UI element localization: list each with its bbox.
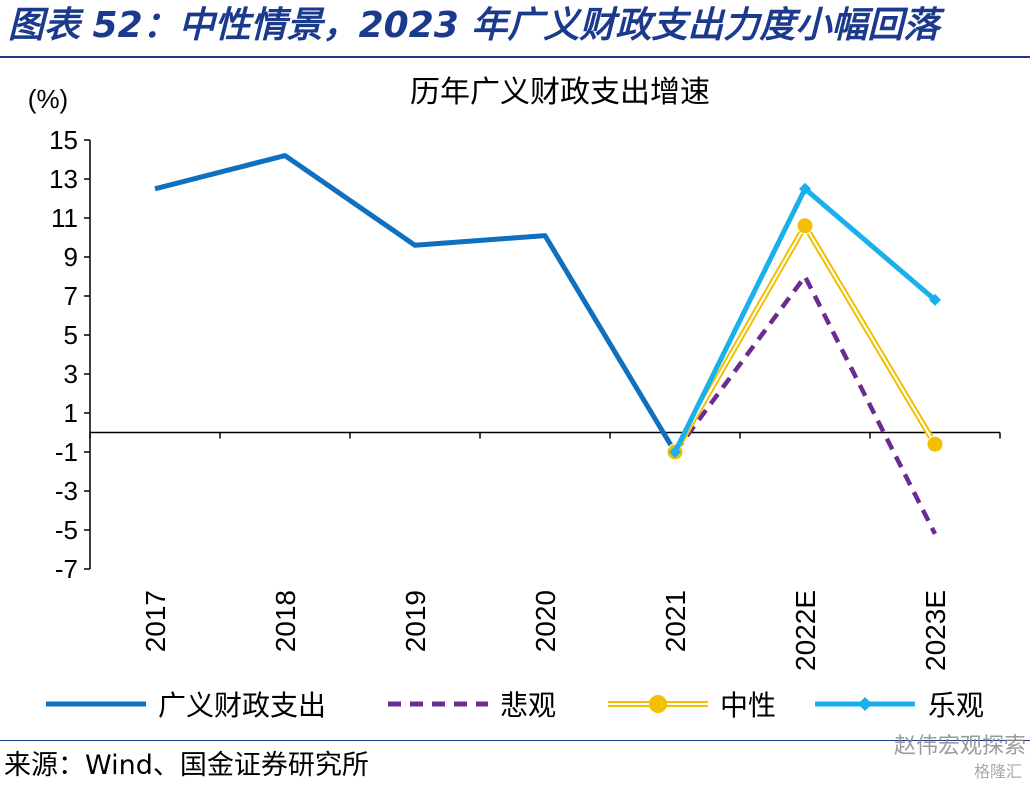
y-tick-label: 15 [49, 125, 78, 155]
series-line-pessimistic [673, 272, 938, 535]
legend-marker [858, 697, 872, 711]
x-tick-label: 2023E [920, 590, 951, 671]
series-line-actual [154, 153, 678, 454]
y-tick-label: 11 [51, 203, 78, 233]
legend-label: 广义财政支出 [158, 689, 326, 722]
data-point-optimistic [799, 182, 811, 195]
data-point-optimistic [669, 446, 681, 458]
x-axis: 2017 2018 2019 2020 2021 2022E 2023E [89, 431, 1001, 671]
y-tick-label: 1 [64, 398, 78, 428]
chart-title: 历年广义财政支出增速 [410, 75, 710, 110]
data-point-optimistic [929, 293, 941, 306]
legend-label: 乐观 [928, 689, 984, 722]
y-tick-label: 7 [64, 281, 78, 311]
legend-label: 中性 [720, 689, 776, 722]
y-tick-label: -1 [55, 437, 78, 467]
x-tick-label: 2022E [790, 590, 821, 671]
y-tick-label: -5 [55, 515, 78, 545]
legend: 广义财政支出 悲观 中性 乐观 [46, 689, 984, 722]
y-tick-label: -3 [55, 476, 78, 506]
data-point-neutral [926, 435, 944, 453]
series-line-neutral-inner [674, 223, 936, 453]
plot-area [154, 153, 944, 535]
legend-label: 悲观 [500, 689, 556, 722]
watermark-sub: 格隆汇 [973, 762, 1022, 781]
y-tick-label: 5 [64, 320, 78, 350]
series-line-neutral [672, 219, 938, 454]
footer-rule [0, 740, 1030, 741]
x-tick-label: 2021 [660, 590, 691, 652]
x-tick-label: 2017 [140, 590, 171, 652]
source-note: 来源：Wind、国金证券研究所 [4, 750, 369, 781]
x-tick-label: 2019 [400, 590, 431, 652]
y-axis-unit: (%) [28, 84, 68, 114]
y-tick-label: -7 [55, 554, 78, 584]
y-axis: 15 13 11 9 7 5 3 1 -1 -3 -5 -7 [49, 125, 91, 584]
legend-marker [649, 695, 667, 713]
y-tick-label: 9 [64, 242, 78, 272]
data-point-neutral [796, 217, 814, 235]
figure-title: 图表 52：中性情景，2023 年广义财政支出力度小幅回落 [8, 5, 940, 46]
watermark: 赵伟宏观探索 [893, 734, 1026, 759]
title-rule [0, 56, 1030, 58]
x-tick-label: 2018 [270, 590, 301, 652]
y-tick-label: 13 [49, 164, 78, 194]
x-tick-label: 2020 [530, 590, 561, 652]
y-tick-label: 3 [64, 359, 78, 389]
